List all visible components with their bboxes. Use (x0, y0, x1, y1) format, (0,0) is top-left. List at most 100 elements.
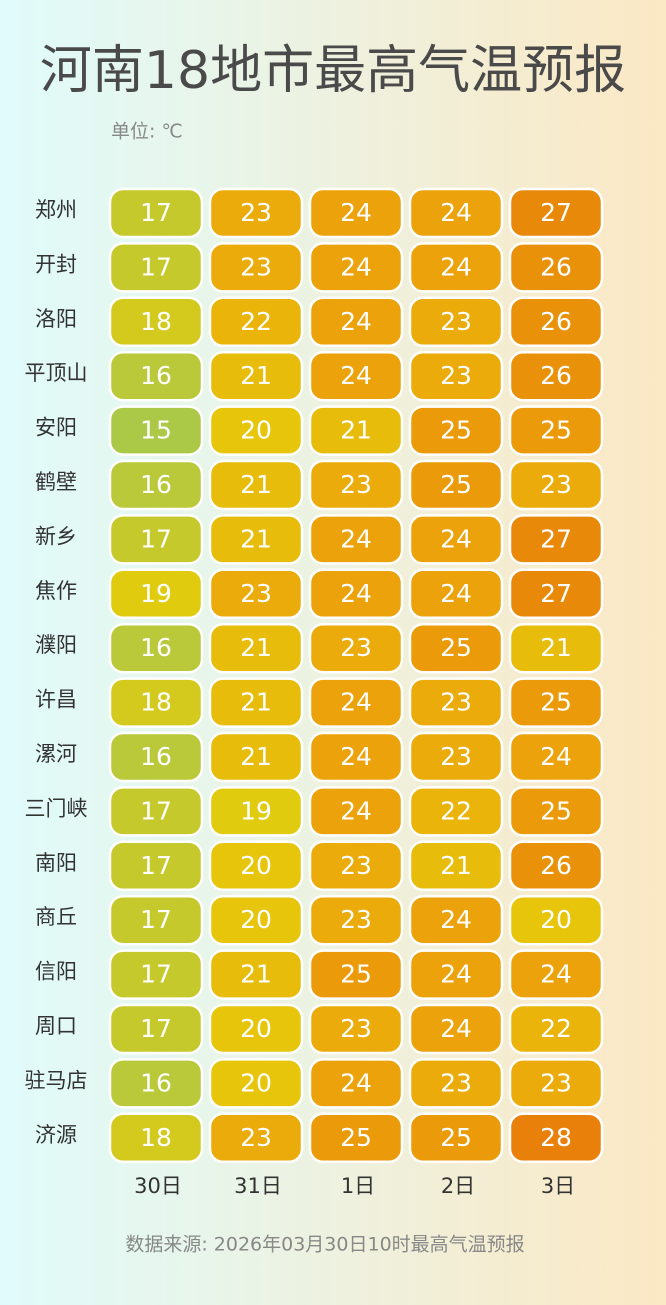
heat-cell (308, 568, 404, 620)
row-label: 商丘 (35, 905, 77, 929)
cell-value: 25 (440, 1123, 472, 1152)
cell-value: 25 (440, 416, 472, 445)
heat-cell (408, 187, 504, 239)
heat-cell (208, 405, 304, 456)
cell-value: 21 (240, 960, 272, 989)
heat-cell (208, 459, 304, 511)
row-label: 三门峡 (25, 796, 88, 820)
cell-value: 24 (340, 361, 372, 390)
cell-value: 26 (540, 361, 572, 390)
cell-value: 21 (240, 633, 272, 662)
row-label: 南阳 (35, 851, 77, 875)
cell-value: 24 (440, 905, 472, 934)
unit-label: 单位: ℃ (111, 121, 183, 143)
cell-value: 20 (240, 851, 272, 880)
row-label: 新乡 (35, 524, 77, 548)
heat-cell (408, 296, 504, 348)
heat-cell (508, 187, 604, 239)
heat-cell (308, 350, 404, 402)
cell-value: 15 (140, 416, 172, 445)
cell-value: 18 (140, 688, 172, 717)
cell-value: 24 (340, 796, 372, 825)
heat-cell (408, 1003, 504, 1055)
heat-cell (108, 894, 204, 946)
heat-cell (508, 677, 604, 728)
heat-cell (108, 786, 204, 837)
cell-value: 24 (340, 742, 372, 771)
cell-value: 21 (340, 416, 372, 445)
cell-value: 23 (240, 1123, 272, 1152)
heat-cell (408, 405, 504, 456)
cell-value: 22 (240, 307, 272, 336)
cell-value: 25 (340, 1123, 372, 1152)
heat-cell (408, 1112, 504, 1164)
cell-value: 23 (540, 470, 572, 499)
heat-cell (108, 1112, 204, 1164)
heat-cell (308, 1112, 404, 1164)
heat-cell (308, 459, 404, 511)
cell-value: 17 (140, 851, 172, 880)
heat-cell (308, 296, 404, 348)
cell-value: 21 (540, 633, 572, 662)
heat-cell (508, 731, 604, 783)
cell-value: 21 (240, 688, 272, 717)
cell-value: 23 (240, 579, 272, 608)
heat-cell (108, 1058, 204, 1109)
cell-value: 23 (340, 633, 372, 662)
column-label: 2日 (441, 1174, 475, 1198)
row-label: 鹤壁 (35, 470, 77, 494)
cell-value: 25 (540, 688, 572, 717)
cell-value: 18 (140, 1123, 172, 1152)
heat-cell (208, 894, 304, 946)
cell-value: 21 (240, 361, 272, 390)
cell-value: 23 (340, 905, 372, 934)
heat-cell (108, 350, 204, 402)
heat-cell (408, 731, 504, 783)
cell-value: 20 (540, 905, 572, 934)
cell-value: 17 (140, 796, 172, 825)
cell-value: 16 (140, 742, 172, 771)
column-label: 31日 (234, 1174, 282, 1198)
heat-cell (108, 949, 204, 1000)
cell-value: 17 (140, 1014, 172, 1043)
heat-cell (208, 840, 304, 892)
cell-value: 24 (340, 1068, 372, 1097)
heat-cell (508, 622, 604, 674)
heat-cell (308, 894, 404, 946)
cell-value: 18 (140, 307, 172, 336)
heat-cell (208, 350, 304, 402)
source-note: 数据来源: 2026年03月30日10时最高气温预报 (125, 1234, 524, 1256)
row-label: 许昌 (35, 688, 77, 712)
heat-cell (508, 1003, 604, 1055)
heat-cell (508, 1112, 604, 1164)
heat-cell (208, 1003, 304, 1055)
cell-value: 16 (140, 470, 172, 499)
heat-cell (308, 187, 404, 239)
cell-value: 17 (140, 198, 172, 227)
cell-value: 16 (140, 633, 172, 662)
heat-cell (408, 894, 504, 946)
cell-value: 24 (440, 198, 472, 227)
heat-cell (208, 677, 304, 728)
row-label: 焦作 (35, 579, 77, 603)
heat-cell (208, 568, 304, 620)
heat-cell (508, 459, 604, 511)
heat-cell (108, 405, 204, 456)
heat-cell (408, 514, 504, 565)
heat-cell (408, 350, 504, 402)
cell-value: 25 (440, 470, 472, 499)
cell-value: 21 (240, 742, 272, 771)
cell-value: 17 (140, 524, 172, 553)
cell-value: 23 (540, 1068, 572, 1097)
heat-cell (308, 622, 404, 674)
heat-cell (208, 786, 304, 837)
column-label: 3日 (541, 1174, 575, 1198)
row-label: 安阳 (35, 416, 77, 440)
cell-value: 17 (140, 960, 172, 989)
cell-value: 23 (340, 851, 372, 880)
heat-cell (308, 242, 404, 293)
cell-value: 23 (240, 252, 272, 281)
heat-cell (108, 187, 204, 239)
heat-cell (408, 840, 504, 892)
heat-cell (508, 242, 604, 293)
